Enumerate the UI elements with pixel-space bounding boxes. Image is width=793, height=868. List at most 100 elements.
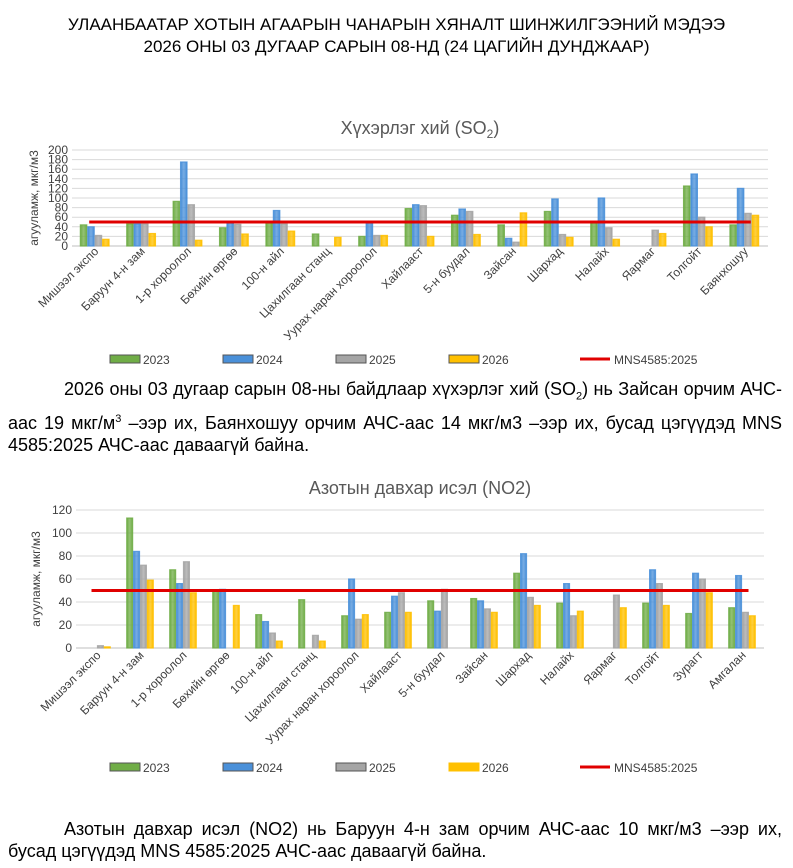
bar-2023 xyxy=(218,227,227,247)
bar-2026 xyxy=(380,234,389,247)
bar-2023 xyxy=(212,589,220,649)
bar-2025 xyxy=(483,608,491,649)
bar-2026 xyxy=(194,239,203,247)
bar-2025 xyxy=(558,233,567,247)
bar-2024 xyxy=(692,572,700,649)
bar-2024 xyxy=(87,226,95,247)
bar-2026 xyxy=(318,640,326,649)
bar-2024 xyxy=(477,600,485,649)
chart-title-text: Азотын давхар исэл (NO2) xyxy=(309,478,531,498)
bar-2024 xyxy=(458,208,467,247)
y-tick-label: 60 xyxy=(55,210,69,224)
bar-2024 xyxy=(649,569,657,649)
bar-2026 xyxy=(705,592,713,649)
chart-title: Азотын давхар исэл (NO2) xyxy=(309,478,531,498)
bar-2023 xyxy=(543,210,552,247)
bar-2026 xyxy=(533,604,541,649)
bar-2026 xyxy=(748,615,756,649)
bar-2023 xyxy=(265,222,273,247)
bar-2026 xyxy=(576,610,584,649)
bar-2026 xyxy=(473,233,481,247)
legend-label-2026: 2026 xyxy=(482,761,509,775)
legend-label-2024: 2024 xyxy=(256,353,283,367)
y-tick-label: 120 xyxy=(48,181,68,195)
bar-2024 xyxy=(563,582,571,649)
bar-2023 xyxy=(384,611,392,649)
y-tick-label: 0 xyxy=(61,239,68,253)
bar-2025 xyxy=(744,212,752,247)
legend-swatch-2025 xyxy=(335,762,367,772)
legend-label-limit: MNS4585:2025 xyxy=(614,761,698,775)
bar-2025 xyxy=(233,223,242,247)
bar-2023 xyxy=(126,223,134,247)
bar-2025 xyxy=(569,615,577,649)
bar-2025 xyxy=(465,210,474,247)
bar-2025 xyxy=(741,611,749,649)
y-tick-label: 120 xyxy=(52,503,72,517)
bar-2025 xyxy=(697,216,706,247)
bar-2026 xyxy=(241,233,249,247)
bar-2023 xyxy=(169,569,177,649)
bar-2025 xyxy=(354,618,362,649)
so2-chart-svg: Хүхэрлэг хий (SO2)0204060801001201401601… xyxy=(27,118,768,367)
bar-2026 xyxy=(519,212,528,247)
legend-swatch-2023 xyxy=(109,354,141,364)
legend-swatch-2026 xyxy=(448,762,480,772)
bar-2023 xyxy=(172,200,181,247)
y-tick-label: 20 xyxy=(59,618,73,632)
x-category-label: Налайх xyxy=(572,244,611,283)
bar-2025 xyxy=(139,564,147,649)
y-tick-label: 80 xyxy=(55,201,69,215)
legend-label-2025: 2025 xyxy=(369,761,396,775)
bar-2024 xyxy=(133,550,141,649)
so2-summary: 2026 оны 03 дугаар сарын 08-ны байдлаар … xyxy=(8,378,782,456)
bar-2023 xyxy=(685,612,693,649)
bar-2023 xyxy=(642,602,650,649)
x-category-label: 5-н буудал xyxy=(421,244,473,296)
bar-2023 xyxy=(427,600,435,649)
chart-title-end: ) xyxy=(493,118,499,138)
bar-2024 xyxy=(133,223,142,247)
bar-2024 xyxy=(504,237,513,247)
y-tick-label: 40 xyxy=(55,220,69,234)
bar-2025 xyxy=(698,578,706,649)
bar-2026 xyxy=(148,232,157,247)
bar-2026 xyxy=(232,604,240,649)
report-date: 2026 ОНЫ 03 ДУГААР САРЫН 08-НД (24 ЦАГИЙ… xyxy=(143,37,650,56)
x-category-label: Зайсан xyxy=(481,244,519,282)
bar-2024 xyxy=(411,204,420,247)
x-category-label: Баянхошуу xyxy=(697,244,751,298)
bar-2024 xyxy=(690,173,699,247)
legend-label-2023: 2023 xyxy=(143,761,170,775)
bar-2024 xyxy=(272,209,281,247)
bar-2024 xyxy=(520,553,528,649)
legend-swatch-2025 xyxy=(335,354,367,364)
bar-2024 xyxy=(391,595,399,649)
bar-2023 xyxy=(556,602,564,649)
bar-2023 xyxy=(79,224,88,247)
x-category-label: Зайсан xyxy=(452,648,490,686)
y-tick-label: 200 xyxy=(48,143,68,157)
so2-summary-text-3: –ээр их, Баянхошуу орчим АЧС-аас 14 мкг/… xyxy=(8,412,782,455)
bar-2023 xyxy=(590,222,598,247)
bar-2026 xyxy=(490,611,498,649)
legend-label-2023: 2023 xyxy=(143,353,170,367)
bar-2026 xyxy=(275,640,283,649)
y-tick-label: 60 xyxy=(59,572,73,586)
bar-2023 xyxy=(728,607,736,649)
no2-summary: Азотын давхар исэл (NO2) нь Баруун 4-н з… xyxy=(8,818,782,862)
so2-summary-sub: 2 xyxy=(576,390,583,403)
legend-swatch-2026 xyxy=(448,354,480,364)
y-tick-label: 100 xyxy=(48,191,68,205)
so2-summary-text-1: 2026 оны 03 дугаар сарын 08-ны байдлаар … xyxy=(64,379,577,399)
bar-2025 xyxy=(655,582,663,649)
x-category-label: Шархад xyxy=(493,648,534,689)
x-category-label: Толгойт xyxy=(664,244,705,285)
bar-2026 xyxy=(612,238,621,247)
legend-label-limit: MNS4585:2025 xyxy=(614,353,698,367)
bar-2023 xyxy=(450,214,459,247)
y-tick-label: 140 xyxy=(48,172,68,186)
y-tick-label: 0 xyxy=(65,641,72,655)
x-category-label: Зурагт xyxy=(670,648,706,684)
bar-2023 xyxy=(682,185,691,247)
